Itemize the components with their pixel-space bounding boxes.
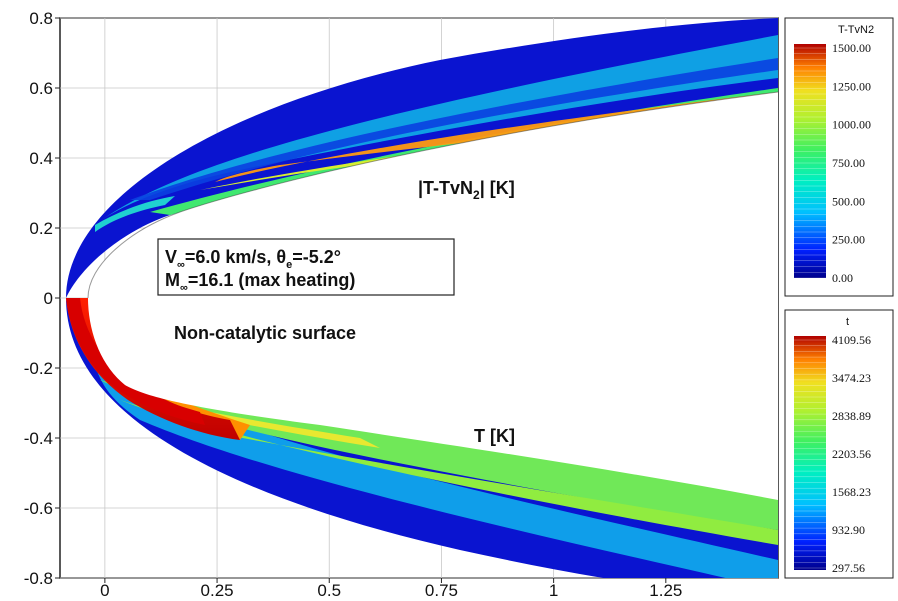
y-axis-ticks: 0.8 0.6 0.4 0.2 0 -0.2 -0.4 -0.6 -0.8 [24, 9, 60, 588]
y-tick-label: 0.4 [29, 149, 53, 168]
y-tick-label: 0.8 [29, 9, 53, 28]
colorbar-label: 1500.00 [832, 41, 871, 55]
y-tick-label: 0.2 [29, 219, 53, 238]
lower-cyan-band [92, 350, 778, 578]
colorbar-upper-stripes [794, 47, 826, 279]
x-tick-label: 0.75 [425, 581, 458, 600]
lower-yellow-band [150, 398, 380, 448]
y-tick-label: -0.4 [24, 429, 53, 448]
x-tick-label: 1 [549, 581, 558, 600]
vehicle-body [88, 92, 778, 500]
annotation-upper-field: |T-TvN2| [K] [418, 178, 515, 202]
stagnation-red-core [66, 298, 205, 425]
colorbar-label: 1000.00 [832, 118, 871, 132]
y-tick-label: -0.2 [24, 359, 53, 378]
vehicle-body-upper-edge [87, 91, 778, 299]
condition-box [157, 238, 455, 296]
x-tick-label: 0 [100, 581, 109, 600]
colorbar-label: 2838.89 [832, 409, 871, 423]
y-tick-label: 0 [44, 289, 53, 308]
lower-green-outer [120, 400, 778, 545]
annotation-surface: Non-catalytic surface [174, 323, 356, 343]
x-tick-label: 0.25 [201, 581, 234, 600]
colorbar-lower-gradient [794, 336, 826, 570]
y-tick-label: -0.6 [24, 499, 53, 518]
colorbar-label: 2203.56 [832, 447, 871, 461]
condition-line-2: M∞=16.1 (max heating) [165, 270, 355, 294]
colorbar-lower-title: t [846, 316, 849, 328]
colorbar-label: 0.00 [832, 271, 853, 285]
colorbar-upper-title: T-TvN2 [838, 24, 874, 36]
flow-field [66, 18, 778, 578]
colorbar-lower-labels: 4109.56 3474.23 2838.89 2203.56 1568.23 932.9… [832, 333, 871, 575]
x-tick-label: 1.25 [649, 581, 682, 600]
upper-teal-wall [95, 196, 175, 232]
upper-blue-band [130, 58, 778, 200]
annotation-lower-field: T [K] [474, 426, 515, 446]
colorbar-label: 932.90 [832, 523, 865, 537]
colorbar-upper-gradient [794, 44, 826, 278]
condition-line-1: V∞=6.0 km/s, θe=-5.2° [165, 247, 341, 271]
colorbar-label: 250.00 [832, 233, 865, 247]
colorbar-label: 1250.00 [832, 79, 871, 93]
x-tick-label: 0.5 [317, 581, 341, 600]
y-tick-label: 0.6 [29, 79, 53, 98]
colorbar-label: 500.00 [832, 194, 865, 208]
colorbar-label: 1568.23 [832, 485, 871, 499]
x-axis-ticks: 0 0.25 0.5 0.75 1 1.25 [100, 578, 682, 600]
colorbar-label: 3474.23 [832, 371, 871, 385]
colorbar-upper-labels: 1500.00 1250.00 1000.00 750.00 500.00 250.00 0… [832, 41, 871, 285]
upper-cyan-band [95, 35, 778, 225]
colorbar-lower-stripes [794, 339, 826, 569]
colorbar-label: 750.00 [832, 156, 865, 170]
colorbar-label: 297.56 [832, 561, 865, 575]
y-tick-label: -0.8 [24, 569, 53, 588]
colorbar-label: 4109.56 [832, 333, 871, 347]
